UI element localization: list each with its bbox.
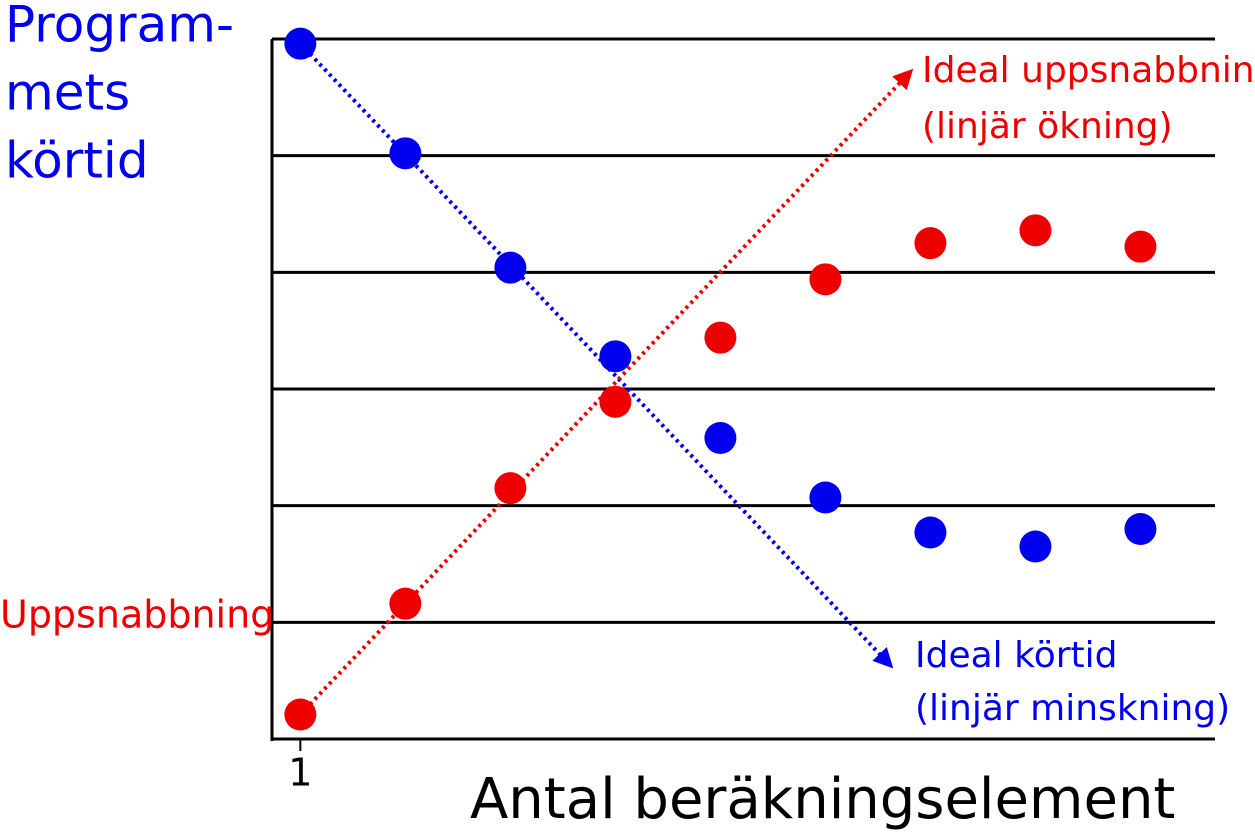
point xyxy=(284,27,317,60)
point xyxy=(284,698,317,731)
point xyxy=(809,263,842,296)
x-axis-label: Antal beräkningselement xyxy=(470,767,1175,832)
series-axis-label: körtid xyxy=(5,132,149,190)
point xyxy=(809,481,842,514)
point xyxy=(599,385,632,418)
ideal-label: (linjär ökning) xyxy=(922,106,1173,147)
ideal-line xyxy=(298,42,894,669)
point xyxy=(1019,214,1052,247)
ideal-label: Ideal uppsnabbning xyxy=(922,50,1255,91)
point xyxy=(389,587,422,620)
point xyxy=(389,137,422,170)
point xyxy=(494,472,527,505)
point xyxy=(704,321,737,354)
point xyxy=(914,516,947,549)
series-axis-label: mets xyxy=(5,64,130,122)
series-axis-label: Uppsnabbning xyxy=(0,593,274,637)
point xyxy=(599,340,632,373)
point xyxy=(914,227,947,260)
point xyxy=(1019,530,1052,563)
point xyxy=(704,422,737,454)
ideal-label: (linjär minskning) xyxy=(915,688,1230,729)
point xyxy=(1124,513,1157,545)
point xyxy=(494,251,527,284)
series-axis-label: Program- xyxy=(5,0,234,54)
x-tick-label: 1 xyxy=(288,751,312,795)
point xyxy=(1124,230,1157,263)
ideal-label: Ideal körtid xyxy=(915,635,1117,676)
